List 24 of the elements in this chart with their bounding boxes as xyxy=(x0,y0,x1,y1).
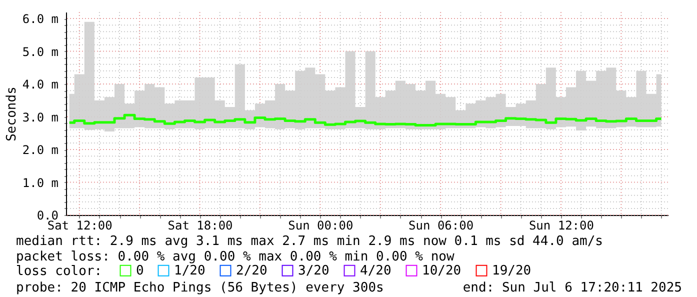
text: end: Sun Jul 6 17:20:11 2025 xyxy=(462,280,682,296)
legend-label: 10/20 xyxy=(422,264,462,279)
y-tick-label: 4.0 m xyxy=(22,78,58,92)
text: probe: 20 ICMP Echo Pings (56 Bytes) every 300s xyxy=(16,280,384,296)
legend-label: 0 xyxy=(136,264,144,279)
legend-label: 3/20 xyxy=(298,264,330,279)
y-axis-title: Seconds xyxy=(4,86,20,142)
legend-label: 1/20 xyxy=(174,264,206,279)
y-tick-label: 5.0 m xyxy=(22,44,58,59)
text: packet loss: 0.00 % avg 0.00 % max 0.00 % min 0.00 % now xyxy=(16,250,454,264)
legend-label: 4/20 xyxy=(360,264,392,279)
legend-label: 2/20 xyxy=(236,264,268,279)
x-tick-label: Sun 06:00 xyxy=(408,218,474,232)
y-tick-label: 3.0 m xyxy=(22,110,58,124)
y-tick-label: 6.0 m xyxy=(22,12,58,26)
legend-label: 19/20 xyxy=(492,264,532,279)
text: median rtt: 2.9 ms avg 3.1 ms max 2.7 ms min 2.9 ms now 0.1 ms sd 44.0 am/s xyxy=(16,234,603,249)
y-tick-label: 2.0 m xyxy=(22,143,58,158)
x-tick-label: Sun 00:00 xyxy=(288,218,354,232)
legend-title: loss color: xyxy=(16,264,102,279)
x-tick-label: Sat 12:00 xyxy=(47,218,112,232)
x-tick-label: Sun 12:00 xyxy=(528,218,594,232)
x-tick-label: Sat 18:00 xyxy=(168,218,233,232)
y-tick-label: 1.0 m xyxy=(22,176,58,190)
